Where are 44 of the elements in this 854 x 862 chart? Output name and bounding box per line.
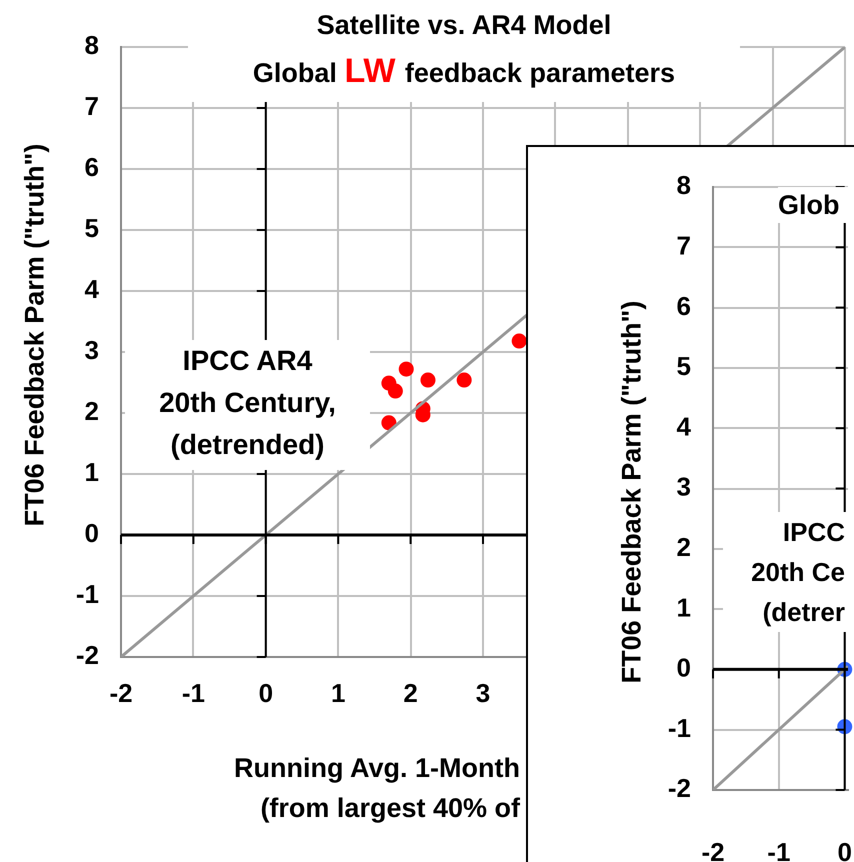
note-panel: IPCC AR4 20th Century, (detrended) <box>125 340 370 470</box>
x-tick-label: -1 <box>182 678 205 708</box>
y-tick-label: 6 <box>676 290 691 321</box>
point <box>456 372 472 388</box>
y-tick-label: 2 <box>84 396 99 426</box>
x-tick-label: -2 <box>701 836 725 862</box>
point <box>512 334 527 349</box>
y-tick-label: 1 <box>676 592 691 622</box>
y-tick-label: 0 <box>84 518 99 548</box>
y-tick-label: 2 <box>676 532 691 562</box>
y-tick-label: 3 <box>676 472 691 502</box>
y-tick-label: 8 <box>676 170 691 200</box>
y-tick-label: 7 <box>676 230 691 260</box>
y-tick-label: -1 <box>668 712 691 743</box>
point <box>388 384 403 399</box>
y-tick-label: 0 <box>676 652 691 683</box>
y-tick-label: 8 <box>84 30 99 60</box>
x-tick-label: 1 <box>330 678 346 708</box>
y-tick-label: 5 <box>676 351 691 382</box>
x-tick-label: 2 <box>403 678 418 708</box>
x-tick-label: 3 <box>476 678 490 708</box>
chart-subtitle: Global LW feedback parameters <box>252 52 676 90</box>
y-tick-label: 6 <box>84 152 99 182</box>
y-axis-title: FT06 Feedback Parm ("truth") <box>20 144 50 526</box>
point <box>398 362 414 377</box>
x-axis-title: Running Avg. 1-Month (from largest 40% of <box>233 752 520 825</box>
y-tick-label: 5 <box>84 213 99 244</box>
y-tick-label: 4 <box>84 274 100 304</box>
x-tick-label: -1 <box>767 836 790 862</box>
chart-title: Satellite vs. AR4 Model <box>316 9 612 42</box>
y-tick-label: 7 <box>84 91 99 122</box>
point <box>420 372 436 388</box>
x-tick-label: 0 <box>258 678 274 708</box>
chart-subtitle: Glob <box>778 187 854 223</box>
y-tick-label: -2 <box>668 773 691 804</box>
y-tick-label: 3 <box>84 335 99 366</box>
x-tick-label: -2 <box>109 678 133 708</box>
y-axis-title: FT06 Feedback Parm ("truth") <box>616 300 648 684</box>
y-tick-label: -2 <box>76 640 99 670</box>
note-panel: IPCC 20th Ce (detrer <box>723 512 849 632</box>
y-tick-label: 4 <box>676 411 692 442</box>
x-tick-label: 0 <box>837 836 852 862</box>
y-tick-label: 1 <box>84 457 99 488</box>
y-tick-label: -1 <box>76 579 99 610</box>
